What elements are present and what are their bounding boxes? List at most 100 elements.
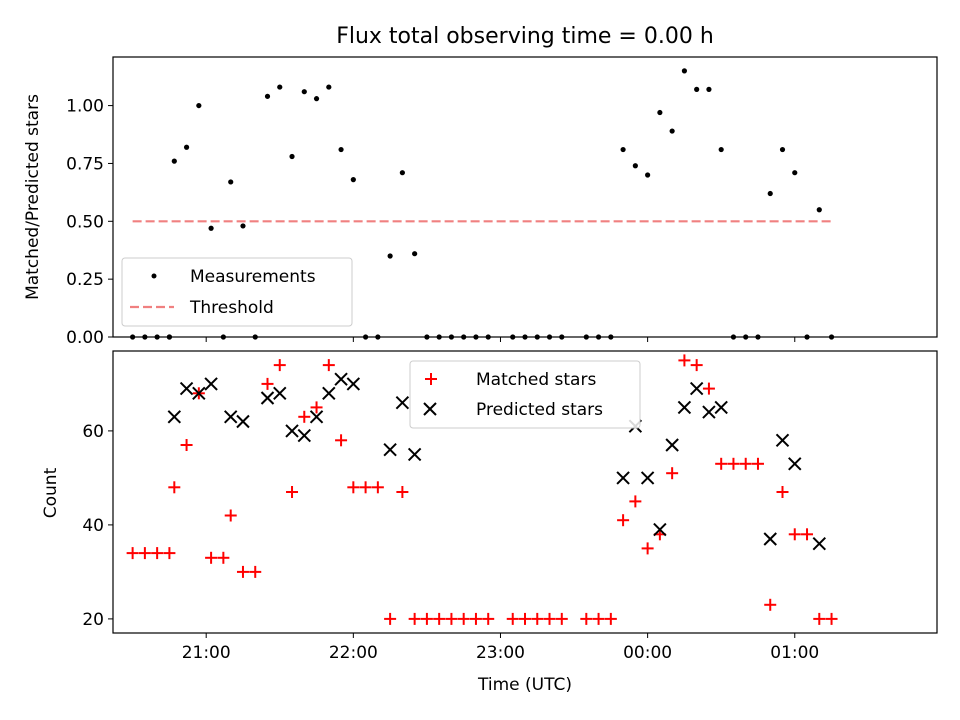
matched-stars-point — [715, 457, 728, 470]
matched-stars-point — [506, 612, 519, 625]
predicted-stars-point — [689, 381, 704, 396]
matched-stars-point — [433, 612, 446, 625]
matched-stars-point — [408, 612, 421, 625]
measurements-point — [645, 172, 651, 178]
predicted-stars-point — [677, 400, 692, 415]
matched-stars-point — [126, 547, 139, 560]
measurements-point — [657, 109, 663, 116]
matched-stars-point — [151, 547, 164, 560]
y-tick-label: 1.00 — [66, 97, 104, 117]
measurements-point — [350, 177, 356, 183]
predicted-stars-point — [167, 410, 182, 424]
matched-stars-point — [163, 547, 176, 560]
predicted-stars-point — [309, 410, 324, 424]
matched-stars-point — [261, 377, 274, 390]
predicted-stars-point — [322, 386, 336, 401]
measurements-point — [228, 179, 234, 185]
matched-stars-point — [592, 612, 605, 625]
top-x-ticks — [205, 337, 796, 342]
matched-stars-point — [445, 612, 458, 625]
matched-stars-point — [788, 528, 801, 541]
measurements-point — [767, 190, 773, 197]
legend-measurements-marker — [151, 273, 157, 279]
matched-stars-point — [801, 528, 814, 541]
matched-stars-point — [371, 481, 384, 494]
matched-stars-point — [825, 612, 838, 625]
legend-predicted-marker — [423, 402, 437, 416]
legend-measurements-label: Measurements — [190, 267, 316, 287]
matched-stars-point — [335, 434, 348, 447]
measurements-point — [264, 93, 271, 99]
bottom-marks — [126, 354, 838, 625]
predicted-stars-point — [273, 386, 287, 401]
matched-stars-point — [629, 495, 642, 508]
measurements-point — [196, 102, 202, 109]
measurements-point — [208, 225, 214, 231]
matched-stars-point — [347, 481, 360, 494]
bottom-axes-frame — [112, 350, 938, 634]
matched-stars-point — [359, 481, 372, 494]
bottom-y-axis-label: Count — [41, 467, 61, 518]
predicted-stars-point — [192, 386, 206, 401]
chart-title: Flux total observing time = 0.00 h — [336, 24, 714, 49]
measurements-point — [301, 89, 307, 95]
predicted-stars-point — [383, 442, 397, 457]
x-tick-label: 22:00 — [329, 643, 378, 663]
top-y-ticks: 0.00 0.25 0.50 0.75 1.00 — [66, 97, 113, 348]
matched-stars-point — [751, 457, 764, 470]
y-tick-label: 0.50 — [66, 212, 104, 232]
predicted-stars-point — [763, 532, 777, 546]
measurements-point — [669, 128, 675, 134]
bottom-x-ticks: 21:00 22:00 23:00 00:00 01:00 — [182, 633, 819, 663]
matched-stars-point — [666, 467, 679, 480]
measurements-point — [171, 158, 177, 164]
measurements-point — [412, 251, 418, 257]
matched-stars-point — [273, 359, 286, 372]
predicted-stars-point — [702, 405, 716, 419]
measurements-point — [718, 146, 724, 153]
legend-matched-label: Matched stars — [476, 370, 596, 390]
predicted-stars-point — [665, 438, 679, 452]
matched-stars-point — [286, 486, 299, 498]
predicted-stars-point — [616, 471, 630, 485]
matched-stars-point — [702, 382, 715, 395]
measurements-point — [632, 163, 638, 169]
predicted-stars-point — [653, 522, 667, 537]
predicted-stars-point — [788, 457, 802, 471]
measurements-point — [289, 153, 295, 160]
matched-stars-point — [776, 486, 789, 498]
matched-stars-point — [168, 481, 181, 494]
x-tick-label: 01:00 — [770, 643, 819, 663]
matched-stars-point — [469, 612, 482, 625]
predicted-stars-point — [714, 400, 728, 415]
matched-stars-point — [310, 401, 323, 414]
measurements-point — [779, 146, 786, 153]
matched-stars-point — [678, 354, 691, 367]
matched-stars-point — [690, 359, 703, 372]
measurements-point — [387, 253, 393, 259]
x-tick-label: 21:00 — [182, 643, 231, 663]
matched-stars-point — [813, 612, 826, 625]
x-tick-label: 23:00 — [476, 643, 525, 663]
measurements-point — [277, 84, 283, 90]
top-legend-box — [121, 257, 353, 327]
predicted-stars-point — [346, 377, 361, 391]
legend-matched-marker — [425, 373, 437, 385]
y-tick-label: 20 — [82, 610, 104, 630]
predicted-stars-point — [260, 391, 275, 405]
matched-stars-point — [236, 565, 249, 578]
matched-stars-point — [138, 547, 151, 560]
top-legend: Measurements Threshold — [121, 257, 353, 327]
predicted-stars-point — [224, 410, 238, 424]
legend-predicted-label: Predicted stars — [476, 400, 603, 420]
bottom-legend: Matched stars Predicted stars — [409, 360, 641, 429]
matched-stars-point — [555, 612, 568, 625]
matched-stars-point — [298, 410, 311, 423]
top-y-axis-label: Matched/Predicted stars — [23, 94, 43, 300]
y-tick-label: 0.00 — [66, 328, 104, 348]
matched-stars-point — [217, 551, 230, 564]
predicted-stars-point — [334, 372, 348, 386]
matched-stars-point — [457, 612, 470, 625]
matched-stars-point — [543, 612, 556, 625]
